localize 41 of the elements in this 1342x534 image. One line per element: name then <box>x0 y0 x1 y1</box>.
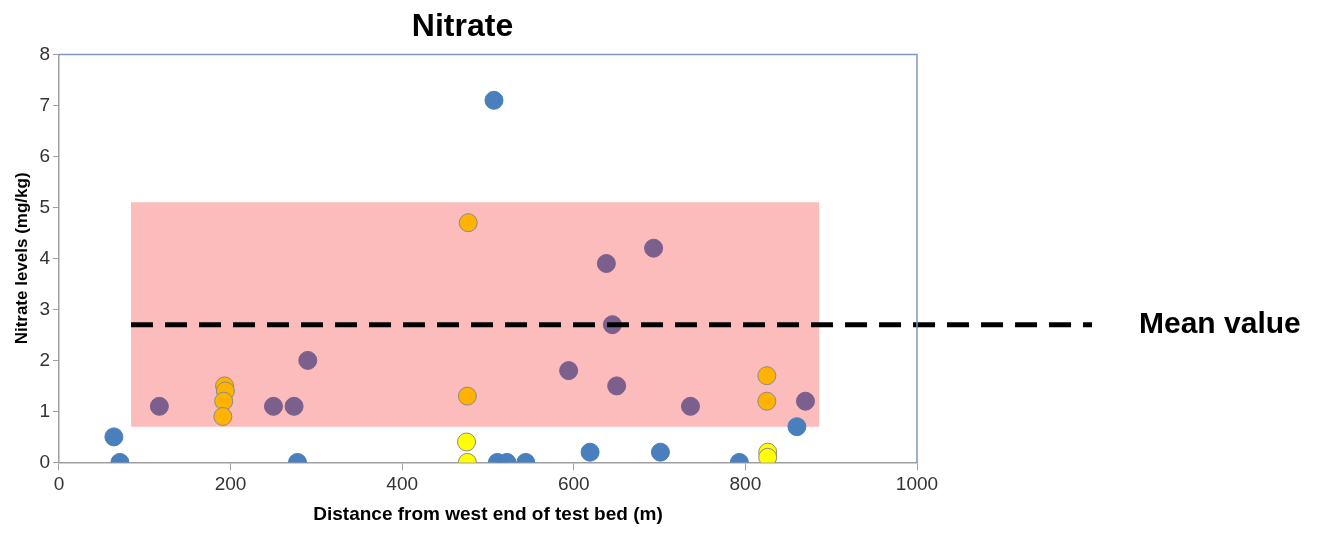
point <box>757 366 777 386</box>
x-tick-label: 200 <box>214 473 247 495</box>
point <box>457 386 477 406</box>
x-tick-label: 400 <box>386 473 419 495</box>
ref-line-label: Mean value <box>1139 305 1301 339</box>
point <box>457 432 477 452</box>
x-tick-label: 0 <box>53 473 65 495</box>
point <box>650 442 670 462</box>
x-tick-label: 600 <box>557 473 590 495</box>
x-tick-label: 1000 <box>895 473 939 495</box>
y-tick-label: 0 <box>39 450 50 472</box>
y-tick-label: 7 <box>39 93 50 115</box>
point <box>795 391 815 411</box>
x-axis-title: Distance from west end of test bed (m) <box>313 502 663 524</box>
point <box>298 350 318 370</box>
point <box>757 391 777 411</box>
y-tick-label: 5 <box>39 195 50 217</box>
point <box>458 213 478 233</box>
y-tick-label: 8 <box>39 42 50 64</box>
point <box>607 376 627 396</box>
point <box>104 427 124 447</box>
point <box>787 417 807 437</box>
point <box>580 442 600 462</box>
point <box>213 407 233 426</box>
y-tick-label: 3 <box>39 297 50 319</box>
point <box>484 90 504 110</box>
point <box>680 396 700 416</box>
point <box>149 396 169 416</box>
point <box>214 391 234 411</box>
point <box>644 238 664 258</box>
y-tick-label: 1 <box>39 399 50 421</box>
chart-title: Nitrate <box>411 7 514 44</box>
y-tick-label: 4 <box>39 246 51 268</box>
point <box>263 396 283 416</box>
y-tick-label: 6 <box>39 144 50 166</box>
y-tick-label: 2 <box>39 348 50 370</box>
point <box>596 254 616 273</box>
y-axis-title: Nitrate levels (mg/kg) <box>11 172 31 345</box>
point <box>284 396 304 416</box>
x-tick-label: 800 <box>729 473 762 495</box>
point <box>559 361 579 381</box>
